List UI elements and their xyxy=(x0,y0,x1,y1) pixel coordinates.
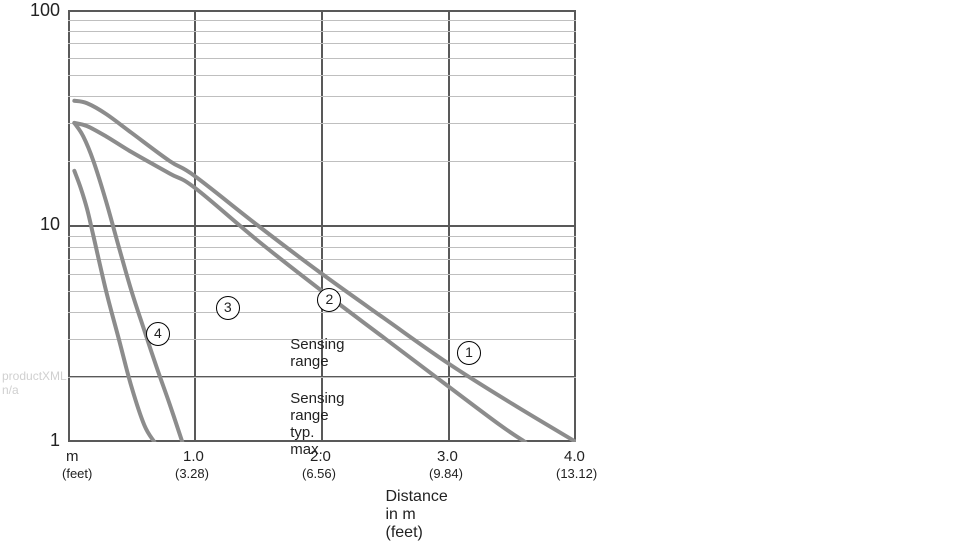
x-tick-4-m: 4.0 xyxy=(564,448,585,465)
y-tick-1: 1 xyxy=(20,430,60,451)
series-marker-4: 4 xyxy=(146,322,170,346)
watermark: productXML n/a xyxy=(2,369,66,397)
annotation-sensing-range-max-l2: typ. max. xyxy=(290,424,323,458)
annotation-sensing-range-max-l1: Sensing range xyxy=(290,390,344,424)
annotation-sensing-range-max: Sensing range typ. max. xyxy=(290,390,344,459)
x-unit-feet: (feet) xyxy=(62,466,92,481)
x-axis-title: Distance in m (feet) xyxy=(386,488,448,542)
y-tick-10: 10 xyxy=(20,214,60,235)
x-tick-3-m: 3.0 xyxy=(437,448,458,465)
x-tick-3-ft: (9.84) xyxy=(429,466,463,481)
y-tick-100: 100 xyxy=(20,0,60,21)
x-tick-2-ft: (6.56) xyxy=(302,466,336,481)
series-marker-3: 3 xyxy=(216,296,240,320)
chart-curves xyxy=(0,0,580,446)
x-tick-1-ft: (3.28) xyxy=(175,466,209,481)
x-tick-4-ft: (13.12) xyxy=(556,466,597,481)
annotation-sensing-range: Sensing range xyxy=(290,336,344,371)
x-unit-m: m xyxy=(66,448,79,465)
x-tick-1-m: 1.0 xyxy=(183,448,204,465)
